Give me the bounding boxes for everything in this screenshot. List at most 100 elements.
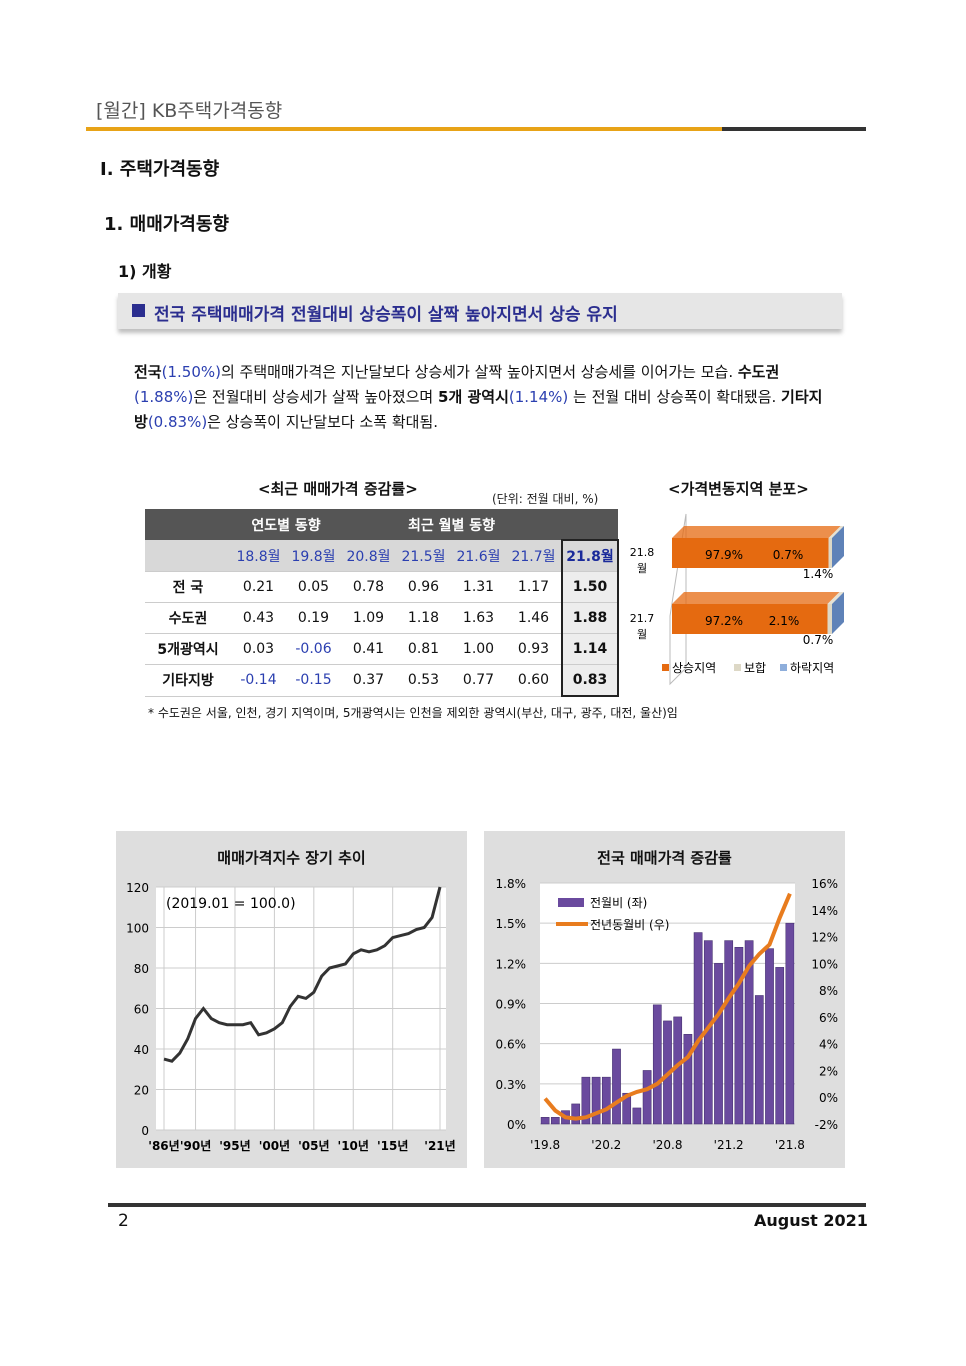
mom-bar: [642, 1070, 652, 1125]
y-tick-label-right: 8%: [819, 984, 838, 998]
table-cell: 0.77: [451, 664, 506, 697]
mom-bar: [550, 1117, 560, 1125]
y-tick-label: 100: [126, 922, 149, 936]
para-text: 의 주택매매가격은 지난달보다 상승세가 살짝 높아지면서 상승세를 이어가는 …: [220, 363, 738, 381]
dist-bar-segment: [672, 604, 828, 634]
para-value: (1.88%): [134, 388, 194, 406]
para-value: (0.83%): [147, 413, 208, 431]
header-rule-dark: [722, 127, 866, 131]
y-tick-label-left: 0.9%: [496, 998, 527, 1012]
mom-bar: [775, 967, 785, 1125]
y-tick-label: 40: [134, 1043, 149, 1057]
dist-data-label: 0.7%: [803, 633, 834, 647]
x-tick-label: '15년: [377, 1139, 408, 1153]
table-corner: [145, 540, 231, 572]
para-term: 기타지방: [134, 388, 823, 431]
mom-bar: [632, 1107, 642, 1125]
long-term-chart-title: 매매가격지수 장기 추이: [217, 849, 366, 867]
y-tick-label: 20: [134, 1084, 149, 1098]
section-heading-1: Ⅰ. 주택가격동향: [100, 159, 220, 180]
distribution-chart: 21.8 월 21.7 월 97.9% 0.7%1.4%97.2% 2.1%0.7%…: [630, 513, 844, 686]
summary-banner: 전국 주택매매가격 전월대비 상승폭이 살짝 높아지면서 상승 유지: [118, 293, 842, 329]
mom-bar: [540, 1117, 550, 1125]
table-cell: -0.06: [286, 633, 341, 665]
footer-rule: [108, 1203, 866, 1207]
x-tick-label: '00년: [259, 1139, 290, 1153]
month-header: 18.8월: [231, 540, 286, 572]
rate-table: 연도별 동향 최근 월별 동향 18.8월 19.8월 20.8월 21.5월 …: [145, 509, 619, 697]
legend-label: 하락지역: [790, 661, 834, 675]
report-date: August 2021: [754, 1211, 868, 1230]
y-tick-label-right: 16%: [811, 877, 838, 891]
mom-bar: [714, 963, 723, 1125]
index-series-line: [163, 886, 442, 1063]
table-cell: 1.09: [341, 602, 396, 634]
yoy-series-line: [543, 892, 792, 1121]
mom-bar: [622, 1092, 632, 1125]
row-label: 전 국: [145, 571, 231, 603]
table-cell: -0.14: [231, 664, 286, 697]
table-cell: 1.18: [396, 602, 451, 634]
mom-bar: [571, 1103, 581, 1125]
square-bullet-icon: [132, 304, 145, 317]
table-cell: 0.83: [561, 664, 619, 697]
table-cell: -0.15: [286, 664, 341, 697]
table-cell: 0.81: [396, 633, 451, 665]
mom-bar: [591, 1076, 601, 1125]
national-rate-chart-panel: 전국 매매가격 증감률 0% 0.3% 0.6% 0.9% 1.2% 1.5% 1.8% -2…: [484, 831, 845, 1168]
table-corner: [145, 509, 231, 540]
row-label: 기타지방: [145, 664, 231, 697]
national-rate-chart-title: 전국 매매가격 증감률: [597, 849, 732, 867]
month-header: 19.8월: [286, 540, 341, 572]
legend-label: 전월비 (좌): [590, 896, 647, 910]
y-tick-label-left: 0%: [507, 1118, 526, 1132]
page-number: 2: [118, 1211, 129, 1231]
x-tick-label: '20.2: [591, 1138, 621, 1152]
legend-swatch: [780, 664, 787, 671]
y-tick-label-right: 0%: [819, 1091, 838, 1105]
table-cell: 0.60: [506, 664, 562, 697]
dist-category-label: 21.7: [630, 612, 655, 625]
section-heading-2: 1. 매매가격동향: [104, 214, 229, 235]
mom-bar: [754, 995, 764, 1125]
table-cell: 0.03: [231, 633, 286, 665]
row-label: 수도권: [145, 602, 231, 634]
table-cell: 1.46: [506, 602, 562, 634]
mom-bar: [734, 947, 744, 1125]
rate-table-unit: (단위: 전월 대비, %): [492, 492, 599, 506]
y-tick-label-left: 1.5%: [496, 917, 527, 931]
table-cell: 0.19: [286, 602, 341, 634]
month-header: 21.8월: [561, 539, 619, 572]
x-tick-label: '21.2: [714, 1138, 744, 1152]
dist-bar-side: [832, 526, 844, 568]
dist-bar-segment: [672, 538, 829, 568]
overview-paragraph: 전국(1.50%)의 주택매매가격은 지난달보다 상승세가 살짝 높아지면서 상…: [134, 360, 834, 435]
x-tick-label: '10년: [338, 1139, 369, 1153]
mom-bar: [785, 922, 795, 1125]
x-tick-label: '90년: [180, 1139, 211, 1153]
national-rate-legend: 전월비 (좌) 전년동월비 (우): [556, 896, 669, 932]
table-corner: [562, 509, 618, 540]
y-tick-label-right: 4%: [819, 1038, 838, 1052]
table-cell: 1.50: [561, 571, 619, 603]
y-tick-label-right: 12%: [811, 931, 838, 945]
month-header: 21.6월: [451, 540, 506, 572]
header-rule-gold: [86, 127, 722, 131]
x-tick-label: '20.8: [652, 1138, 682, 1152]
dist-category-label: 월: [637, 628, 647, 641]
dist-data-label: 2.1%: [769, 614, 800, 628]
table-cell: 0.37: [341, 664, 396, 697]
y-tick-label-right: -2%: [815, 1118, 838, 1132]
table-footnote: * 수도권은 서울, 인천, 경기 지역이며, 5개광역시는 인천을 제외한 광…: [148, 706, 678, 720]
group-header: 연도별 동향: [231, 509, 341, 540]
dist-data-label: 0.7%: [773, 548, 804, 562]
dist-category-label: 21.8: [630, 546, 655, 559]
x-tick-label: '95년: [219, 1139, 250, 1153]
y-tick-label-left: 1.2%: [496, 957, 527, 971]
legend-swatch: [662, 664, 669, 671]
dist-bar-top: [827, 592, 844, 604]
long-term-chart: (2019.01 = 100.0) 0 20 40 60 80 100 120 '86년 '90…: [126, 881, 456, 1153]
distribution-title: <가격변동지역 분포>: [668, 480, 809, 498]
table-cell: 1.88: [561, 602, 619, 634]
y-tick-label: 60: [134, 1003, 149, 1017]
